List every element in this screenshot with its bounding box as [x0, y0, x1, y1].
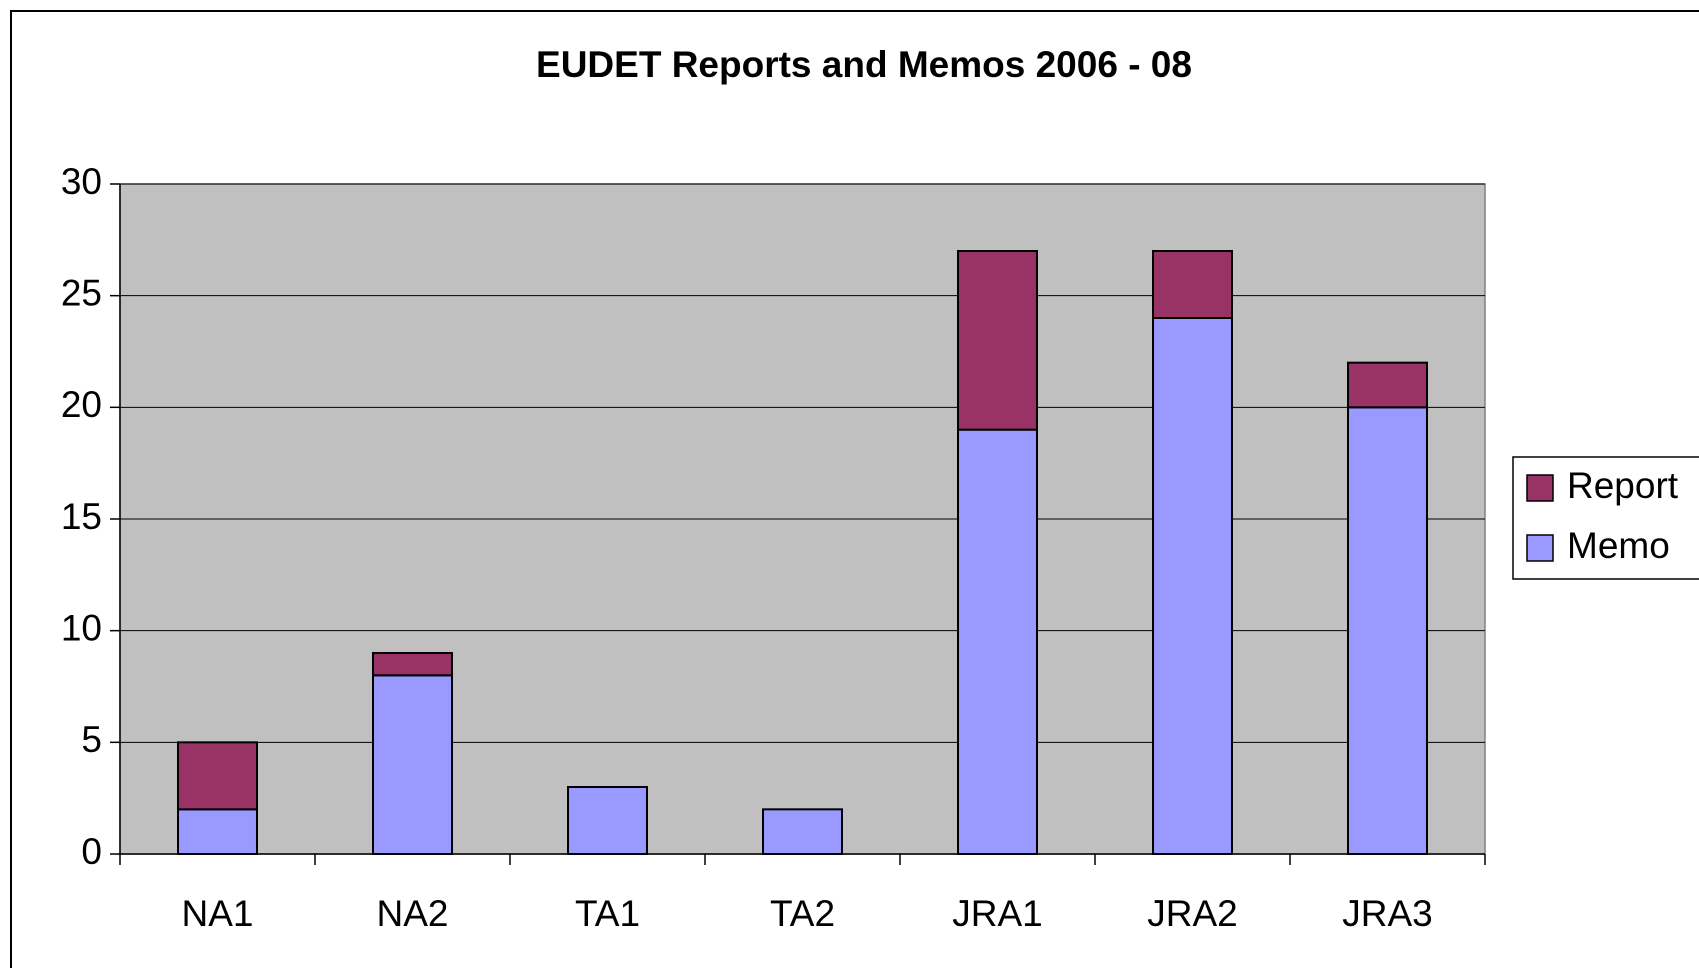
chart-title: EUDET Reports and Memos 2006 - 08 — [536, 44, 1192, 85]
x-tick-label: NA2 — [377, 893, 449, 934]
bar-segment — [1152, 317, 1233, 855]
legend-swatch — [1526, 534, 1554, 562]
bar-segment — [957, 250, 1038, 431]
bar-segment — [177, 741, 258, 811]
bar-segment — [1347, 406, 1428, 855]
x-tick-label: NA1 — [182, 893, 254, 934]
bar-segment — [372, 674, 453, 855]
x-tick-label: JRA1 — [952, 893, 1042, 934]
x-tick-label: TA2 — [770, 893, 835, 934]
bar-segment — [372, 652, 453, 677]
legend-label: Report — [1567, 465, 1679, 506]
bar-segment — [762, 808, 843, 855]
y-tick-label: 20 — [61, 384, 102, 425]
x-tick-label: TA1 — [575, 893, 640, 934]
x-tick-label: JRA3 — [1342, 893, 1432, 934]
y-tick-label: 15 — [61, 496, 102, 537]
y-tick-label: 10 — [61, 607, 102, 648]
legend-label: Memo — [1567, 525, 1670, 566]
bar-segment — [1347, 361, 1428, 409]
bar-segment — [567, 786, 648, 855]
legend-swatch — [1526, 474, 1554, 502]
bar-segment — [177, 808, 258, 855]
y-tick-label: 25 — [61, 272, 102, 313]
bar-segment — [1152, 250, 1233, 319]
y-tick-label: 30 — [61, 161, 102, 202]
bar-segment — [957, 428, 1038, 855]
y-tick-label: 5 — [81, 719, 102, 760]
x-tick-label: JRA2 — [1147, 893, 1237, 934]
y-tick-label: 0 — [81, 831, 102, 872]
